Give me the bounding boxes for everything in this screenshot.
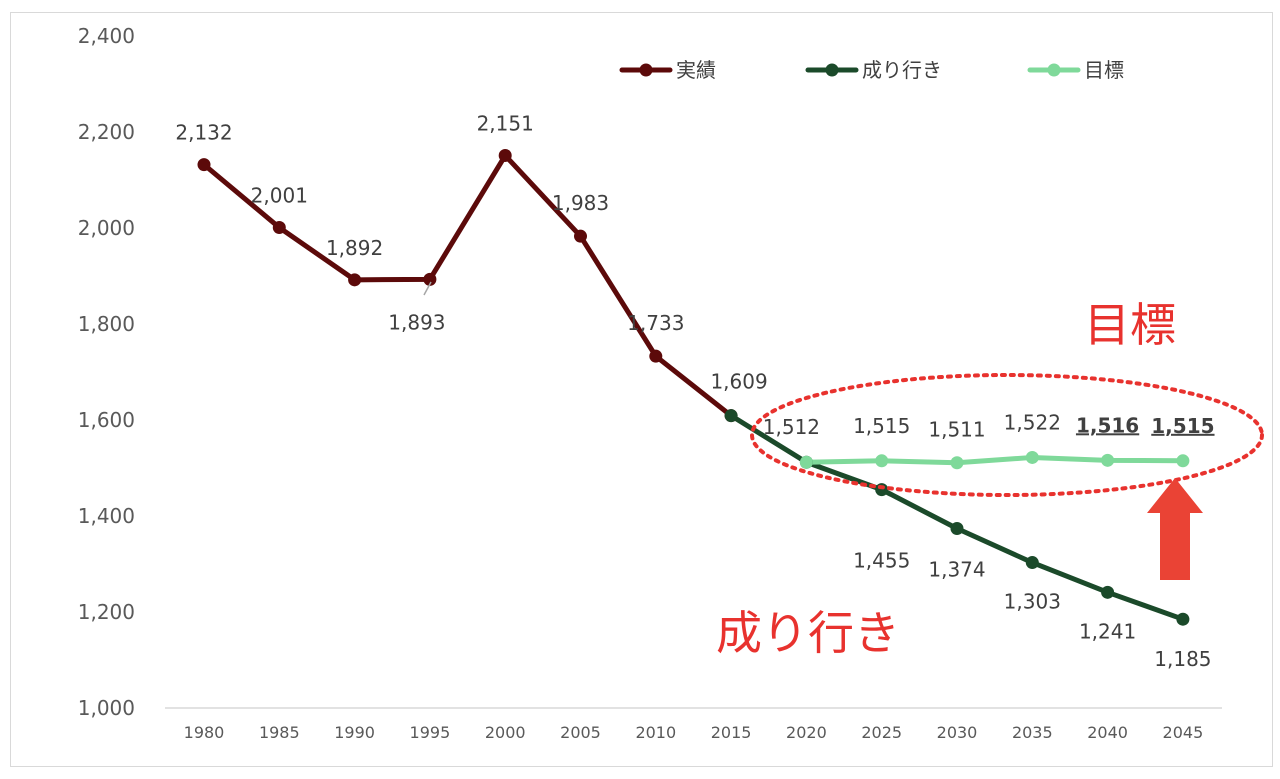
series-line — [201, 153, 734, 419]
legend-label: 目標 — [1084, 58, 1124, 82]
data-point — [1176, 454, 1190, 468]
data-label: 1,892 — [326, 236, 383, 260]
legend-swatch-marker — [825, 63, 839, 77]
x-tick-label: 2020 — [786, 723, 827, 742]
data-labels: 2,132 2,001 1,892 1,893 2,151 1,983 1,733 1,609… — [175, 112, 1214, 672]
x-tick-label: 2030 — [937, 723, 978, 742]
data-point — [1025, 450, 1039, 464]
y-tick-label: 2,200 — [78, 120, 135, 144]
series-line — [803, 454, 1186, 466]
x-tick-label: 2045 — [1163, 723, 1204, 742]
y-tick-label: 1,000 — [78, 696, 135, 720]
data-point — [724, 409, 738, 423]
data-point — [272, 221, 286, 235]
data-point — [799, 455, 813, 469]
y-tick-label: 2,000 — [78, 216, 135, 240]
target-annotation-text: 目標 — [1084, 298, 1176, 352]
data-point — [1176, 612, 1190, 626]
data-label: 1,609 — [710, 370, 767, 394]
data-label: 1,241 — [1079, 619, 1136, 643]
data-point — [498, 149, 512, 163]
chart-frame — [10, 12, 1273, 767]
data-label: 1,455 — [853, 549, 910, 573]
legend: 実績 成り行き 目標 — [619, 58, 1124, 82]
target-highlight-ellipse — [750, 373, 1264, 497]
data-label: 1,374 — [928, 557, 985, 581]
x-tick-label: 2000 — [485, 723, 526, 742]
data-point — [1101, 585, 1115, 599]
data-point — [574, 229, 587, 243]
legend-label: 実績 — [676, 58, 716, 82]
data-point — [423, 272, 437, 286]
legend-swatch-marker — [1047, 63, 1061, 77]
data-label: 1,983 — [552, 191, 609, 215]
y-axis: 1,000 1,200 1,400 1,600 1,800 2,000 2,200 2,400 — [78, 24, 135, 720]
data-label: 2,132 — [175, 121, 232, 145]
trend-annotation-text: 成り行き — [716, 606, 900, 660]
data-point — [875, 483, 889, 497]
data-label: 2,151 — [477, 112, 534, 136]
data-point — [649, 349, 663, 363]
series-points — [197, 149, 1190, 626]
series-line — [728, 413, 1186, 622]
x-tick-label: 2005 — [560, 723, 601, 742]
x-tick-label: 2040 — [1087, 723, 1128, 742]
data-label: 1,511 — [928, 418, 985, 442]
data-label: 1,515 — [853, 414, 910, 438]
data-label: 1,303 — [1004, 590, 1061, 614]
x-tick-label: 1990 — [334, 723, 375, 742]
up-arrow-icon — [1147, 478, 1203, 580]
y-tick-label: 1,600 — [78, 408, 135, 432]
x-axis: 1980 1985 1990 1995 2000 2005 2010 2015 2020 2025… — [165, 707, 1222, 742]
x-tick-label: 1980 — [184, 723, 225, 742]
data-point — [875, 454, 889, 468]
x-tick-label: 1985 — [259, 723, 300, 742]
x-tick-label: 2010 — [635, 723, 676, 742]
data-label: 1,733 — [627, 311, 684, 335]
x-tick-label: 2035 — [1012, 723, 1053, 742]
y-tick-label: 1,200 — [78, 600, 135, 624]
x-tick-label: 2015 — [711, 723, 752, 742]
data-label: 1,516 — [1076, 413, 1139, 437]
series-lines — [201, 153, 1186, 622]
y-tick-label: 1,800 — [78, 312, 135, 336]
data-point — [197, 158, 211, 172]
data-label: 1,893 — [388, 310, 445, 334]
data-point — [950, 456, 964, 470]
label-leader-line — [423, 281, 432, 296]
data-point — [1025, 556, 1039, 570]
data-point — [1101, 453, 1115, 467]
legend-swatch-marker — [639, 63, 653, 77]
legend-label: 成り行き — [862, 58, 942, 82]
data-label: 1,185 — [1154, 647, 1211, 671]
x-tick-label: 2025 — [861, 723, 902, 742]
y-tick-label: 2,400 — [78, 24, 135, 48]
y-tick-label: 1,400 — [78, 504, 135, 528]
data-point — [348, 273, 362, 287]
data-label: 1,515 — [1151, 414, 1214, 438]
x-tick-label: 1995 — [410, 723, 451, 742]
data-label: 1,512 — [763, 415, 820, 439]
data-label: 1,522 — [1004, 410, 1061, 434]
data-point — [950, 521, 964, 535]
data-label: 2,001 — [251, 184, 308, 208]
